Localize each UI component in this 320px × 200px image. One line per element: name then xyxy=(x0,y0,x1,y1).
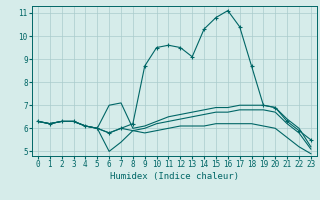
X-axis label: Humidex (Indice chaleur): Humidex (Indice chaleur) xyxy=(110,172,239,181)
